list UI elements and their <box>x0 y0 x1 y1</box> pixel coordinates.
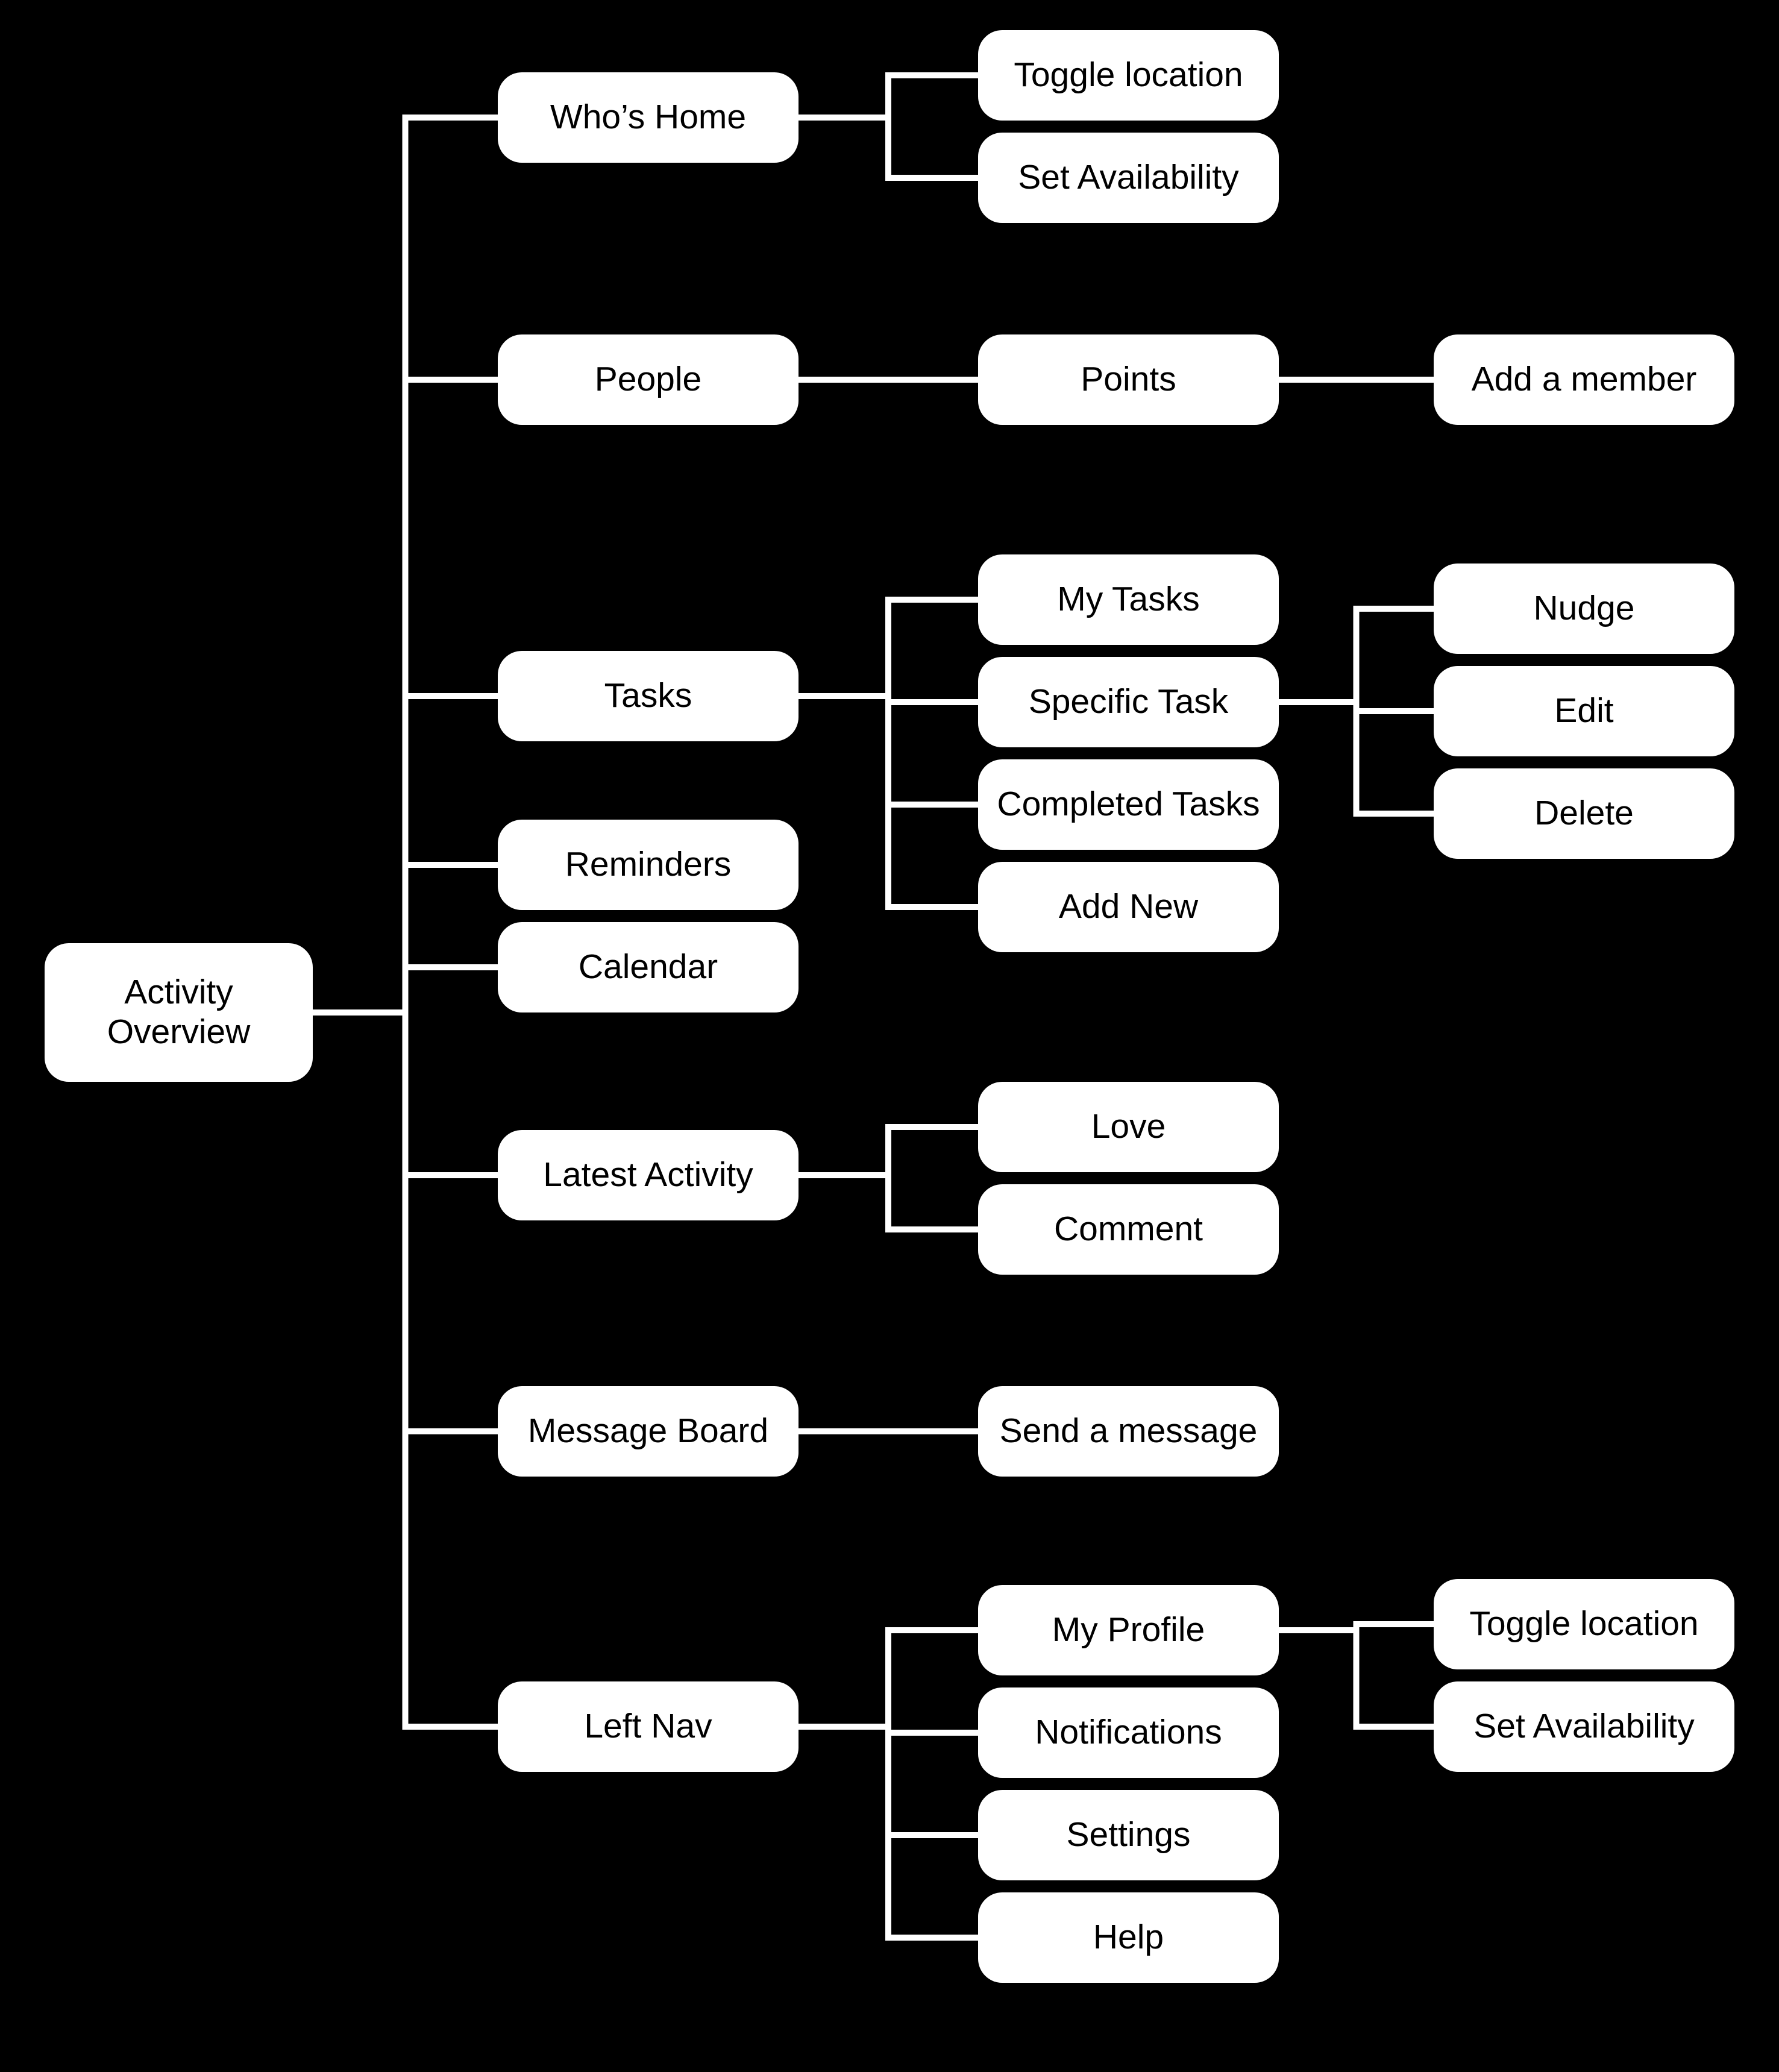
node-points: Points <box>978 334 1279 425</box>
node-latest-activity: Latest Activity <box>498 1130 799 1220</box>
node-label: Add New <box>1047 887 1210 927</box>
node-reminders: Reminders <box>498 820 799 910</box>
node-label: Comment <box>1042 1210 1215 1249</box>
edge-activity-overview-to-tasks <box>313 696 498 1012</box>
edge-latest-activity-to-love <box>799 1127 978 1175</box>
node-toggle-location-1: Toggle location <box>978 30 1279 121</box>
edge-left-nav-to-notifications <box>799 1727 978 1733</box>
node-label: Love <box>1079 1107 1178 1147</box>
node-calendar: Calendar <box>498 922 799 1012</box>
node-label: Settings <box>1055 1815 1203 1855</box>
node-add-a-member: Add a member <box>1434 334 1734 425</box>
edge-activity-overview-to-whos-home <box>313 118 498 1012</box>
node-label: Specific Task <box>1017 682 1241 722</box>
node-label: Toggle location <box>1457 1604 1710 1644</box>
node-label: My Profile <box>1040 1610 1217 1650</box>
edge-specific-task-to-nudge <box>1279 609 1434 702</box>
node-label: Message Board <box>516 1411 780 1451</box>
node-label: People <box>583 360 714 400</box>
edge-activity-overview-to-calendar <box>313 967 498 1012</box>
node-label: Notifications <box>1023 1713 1234 1753</box>
node-notifications: Notifications <box>978 1687 1279 1778</box>
node-label: Left Nav <box>572 1707 724 1747</box>
diagram-canvas: Activity Overview Who’s Home Toggle locati… <box>0 0 1779 2072</box>
node-nudge: Nudge <box>1434 564 1734 654</box>
node-send-a-message: Send a message <box>978 1386 1279 1477</box>
node-add-new: Add New <box>978 862 1279 952</box>
edge-whos-home-to-toggle-location-1 <box>799 75 978 118</box>
edge-tasks-to-completed-tasks <box>799 696 978 805</box>
node-love: Love <box>978 1082 1279 1172</box>
node-settings: Settings <box>978 1790 1279 1880</box>
edge-left-nav-to-my-profile <box>799 1630 978 1727</box>
node-label: Edit <box>1542 691 1625 731</box>
edge-specific-task-to-delete <box>1279 702 1434 814</box>
node-label: Nudge <box>1522 589 1647 629</box>
edge-tasks-to-add-new <box>799 696 978 907</box>
edge-activity-overview-to-message-board <box>313 1012 498 1431</box>
node-label: Who’s Home <box>538 98 758 137</box>
node-label: Completed Tasks <box>985 785 1272 824</box>
node-label: Delete <box>1522 794 1646 834</box>
edge-activity-overview-to-left-nav <box>313 1012 498 1727</box>
node-toggle-location-2: Toggle location <box>1434 1579 1734 1669</box>
node-tasks: Tasks <box>498 651 799 741</box>
node-set-availability-2: Set Availability <box>1434 1681 1734 1772</box>
node-label: Calendar <box>566 947 730 987</box>
node-specific-task: Specific Task <box>978 657 1279 747</box>
node-help: Help <box>978 1892 1279 1983</box>
node-label: Reminders <box>553 845 744 885</box>
node-label: Tasks <box>592 676 704 716</box>
node-label: Toggle location <box>1002 55 1255 95</box>
node-whos-home: Who’s Home <box>498 72 799 163</box>
edge-my-profile-to-toggle-location-2 <box>1279 1624 1434 1630</box>
node-people: People <box>498 334 799 425</box>
edge-left-nav-to-settings <box>799 1727 978 1835</box>
node-label: Send a message <box>988 1411 1270 1451</box>
edge-tasks-to-specific-task <box>799 696 978 702</box>
edge-my-profile-to-set-availability-2 <box>1279 1630 1434 1727</box>
node-label: Latest Activity <box>531 1155 765 1195</box>
edge-tasks-to-my-tasks <box>799 600 978 696</box>
node-label: Activity Overview <box>95 973 263 1052</box>
node-edit: Edit <box>1434 666 1734 756</box>
node-label: My Tasks <box>1045 580 1212 620</box>
edge-left-nav-to-help <box>799 1727 978 1938</box>
edge-latest-activity-to-comment <box>799 1175 978 1229</box>
node-label: Set Availability <box>1461 1707 1707 1747</box>
edge-whos-home-to-set-availability-1 <box>799 118 978 178</box>
node-set-availability-1: Set Availability <box>978 133 1279 223</box>
node-comment: Comment <box>978 1184 1279 1275</box>
node-label: Add a member <box>1460 360 1709 400</box>
node-left-nav: Left Nav <box>498 1681 799 1772</box>
node-message-board: Message Board <box>498 1386 799 1477</box>
edge-activity-overview-to-people <box>313 380 498 1012</box>
node-my-tasks: My Tasks <box>978 554 1279 645</box>
edge-activity-overview-to-latest-activity <box>313 1012 498 1175</box>
node-label: Help <box>1081 1918 1176 1957</box>
edge-specific-task-to-edit <box>1279 702 1434 711</box>
node-completed-tasks: Completed Tasks <box>978 759 1279 850</box>
node-label: Set Availability <box>1006 158 1251 198</box>
node-label: Points <box>1068 360 1188 400</box>
edge-activity-overview-to-reminders <box>313 865 498 1012</box>
node-my-profile: My Profile <box>978 1585 1279 1675</box>
node-activity-overview: Activity Overview <box>45 943 313 1082</box>
node-delete: Delete <box>1434 768 1734 859</box>
